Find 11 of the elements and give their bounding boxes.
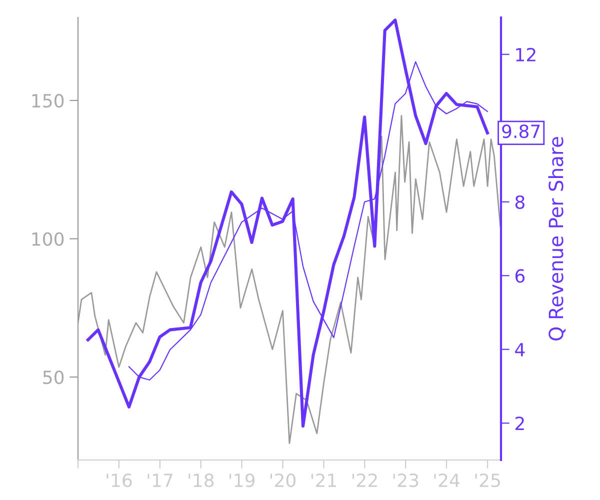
y2-axis-title: Q Revenue Per Share	[548, 136, 566, 340]
y2-tick-label: 8	[515, 195, 524, 209]
data-label: 9.87	[502, 124, 540, 138]
y-tick-label: 100	[32, 232, 64, 246]
y2-tick-label: 4	[515, 343, 525, 356]
y-tick-label: 50	[43, 370, 64, 384]
y2-tick-label: 6	[515, 269, 525, 283]
y-tick-label: 150	[32, 94, 64, 108]
y2-tick-label: 2	[516, 416, 524, 430]
y2-tick-label: 12	[516, 48, 536, 62]
line-series	[86, 18, 489, 428]
